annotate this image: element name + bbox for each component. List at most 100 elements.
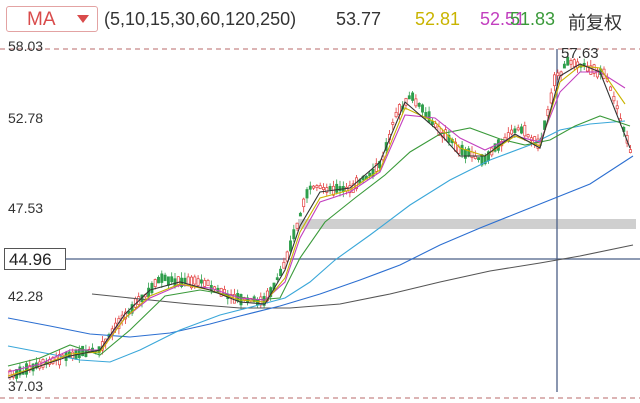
candle-body [628, 149, 632, 153]
candle-body [612, 96, 616, 102]
candle-body [312, 185, 316, 189]
price-tick-1: 58.03 [8, 38, 44, 54]
candle-body [285, 251, 289, 262]
candle-body [391, 122, 395, 125]
candle-body [533, 136, 537, 143]
candle-body [609, 86, 613, 91]
candle-body [282, 261, 286, 269]
candle-body [510, 129, 514, 135]
candle-body [536, 138, 540, 149]
candle-body [553, 74, 556, 87]
candle-body [556, 72, 560, 76]
candle-body [292, 229, 296, 240]
candle-body [256, 299, 259, 306]
candle-body [467, 148, 471, 157]
indicator-header: MA (5,10,15,30,60,120,250) 53.77 52.81 5… [0, 0, 640, 38]
ma10-value: 52.81 [415, 9, 461, 29]
ma120-line [7, 155, 634, 338]
candle-body [562, 63, 566, 69]
candle-body [160, 273, 164, 283]
candle-body [275, 277, 279, 280]
candles [8, 51, 632, 382]
candle-body [473, 155, 477, 159]
candle-body [338, 186, 342, 192]
candle-body [378, 161, 382, 169]
ma30-value: 51.83 [510, 9, 556, 29]
candle-body [328, 186, 332, 190]
candle-body [566, 56, 570, 66]
candle-body [196, 278, 200, 286]
highlight-band [298, 219, 636, 229]
candle-body [25, 363, 28, 375]
candle-body [463, 149, 467, 159]
candle-body [368, 172, 372, 177]
candle-body [513, 128, 517, 133]
candle-body [477, 157, 481, 161]
candle-body [318, 185, 322, 189]
candle-body [305, 189, 309, 199]
candle-body [523, 125, 527, 137]
candle-body [549, 92, 553, 104]
candle-body [183, 277, 187, 284]
candle-body [322, 187, 325, 190]
chevron-down-icon[interactable] [77, 15, 89, 23]
candle-body [434, 123, 438, 128]
candle-body [325, 187, 329, 193]
adjust-mode-button[interactable]: 前复权 [568, 13, 622, 33]
candle-body [520, 126, 523, 134]
candle-body [193, 276, 197, 285]
candle-body [153, 279, 157, 287]
candle-body [394, 112, 398, 118]
ma15-value: 52.51 [480, 9, 526, 29]
candle-body [546, 109, 550, 117]
candle-body [595, 69, 599, 78]
candle-body [279, 268, 283, 276]
candle-body [516, 127, 520, 131]
candle-body [374, 163, 378, 172]
ma5-line [7, 63, 631, 379]
candle-body [586, 65, 589, 72]
current-price-tag: 44.96 [4, 248, 66, 270]
candle-body [163, 274, 167, 282]
candle-body [150, 282, 154, 294]
candle-body [81, 345, 85, 357]
candle-body [203, 280, 207, 287]
candle-body [615, 105, 619, 110]
candle-body [460, 144, 464, 156]
candle-body [572, 59, 576, 67]
candle-body [298, 212, 302, 217]
indicator-select[interactable]: MA [6, 6, 98, 32]
current-price-value: 44.96 [9, 250, 52, 269]
candle-body [569, 60, 573, 65]
candle-body [38, 361, 42, 369]
price-tick-5: 37.03 [8, 378, 44, 394]
price-tick-4: 42.28 [8, 288, 44, 304]
candle-body [470, 151, 474, 158]
candle-body [407, 95, 411, 100]
ma250-line [91, 244, 634, 309]
candle-body [414, 98, 418, 107]
candle-body [421, 104, 424, 113]
ma60-line [7, 120, 626, 363]
candle-body [447, 134, 451, 143]
candle-body [335, 183, 339, 193]
candle-body [308, 185, 312, 190]
price-tick-2: 52.78 [8, 110, 44, 126]
candle-body [166, 276, 170, 286]
candle-body [411, 92, 415, 101]
candle-body [170, 276, 174, 283]
candle-body [18, 366, 22, 376]
candle-body [199, 279, 203, 284]
candle-body [302, 198, 306, 208]
peak-price-label: 57.63 [561, 45, 599, 62]
candle-body [589, 65, 593, 75]
candle-body [430, 121, 434, 125]
indicator-select-label: MA [27, 9, 56, 30]
ma30-line [7, 115, 631, 367]
candle-body [206, 280, 210, 286]
candle-body [190, 276, 193, 289]
candle-body [127, 310, 131, 315]
candle-body [157, 276, 160, 284]
candle-body [526, 134, 530, 138]
